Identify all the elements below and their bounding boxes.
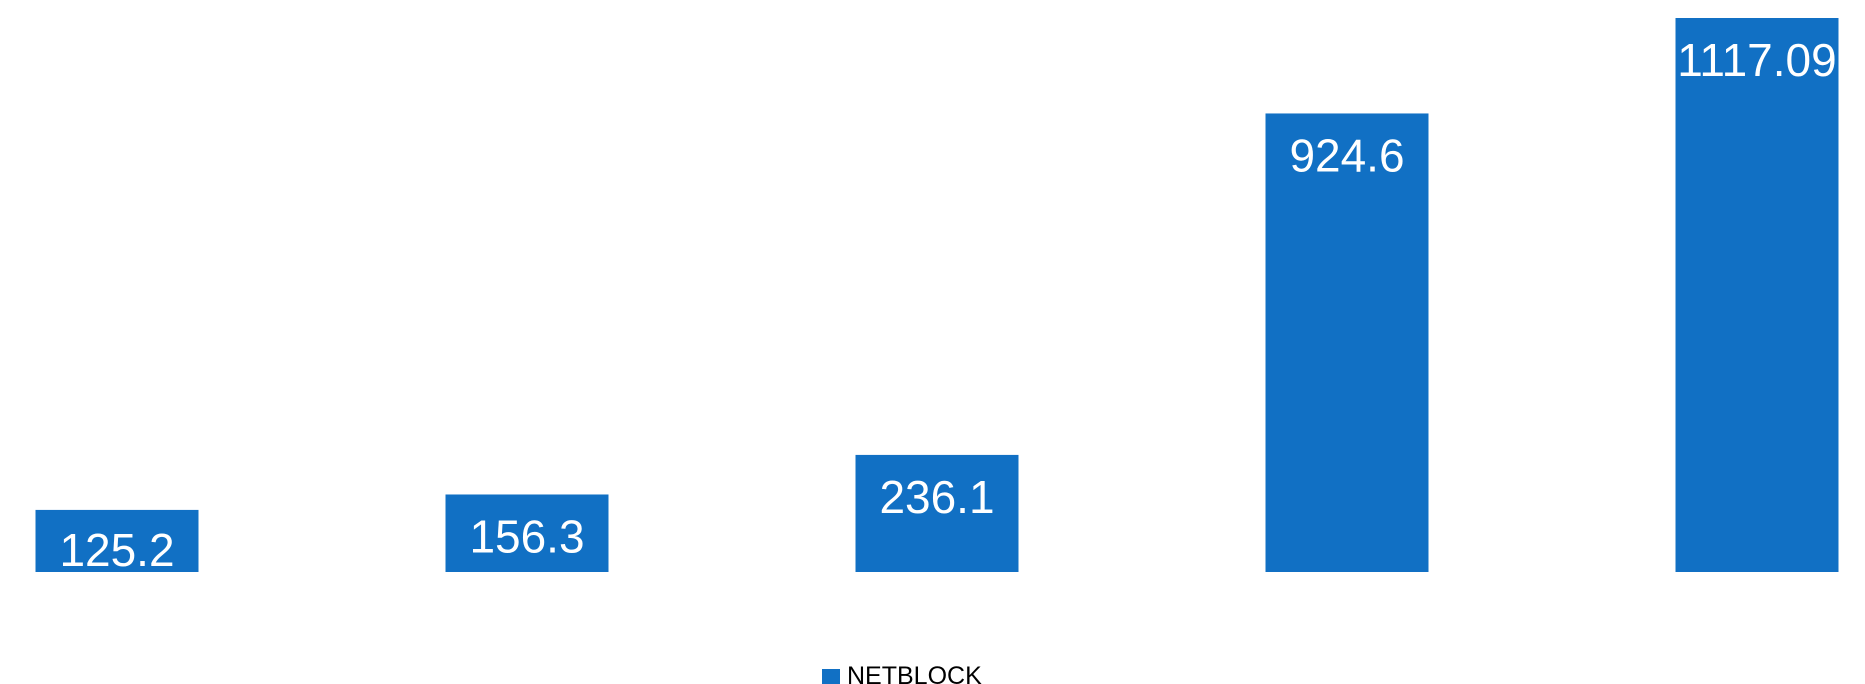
data-label-1: 125.2	[59, 524, 174, 576]
data-label-5: 1117.09	[1677, 34, 1836, 86]
data-label-3: 236.1	[879, 471, 994, 523]
legend-label-netblock: NETBLOCK	[847, 662, 982, 684]
bar-2	[445, 494, 609, 572]
bar-5	[1675, 18, 1839, 572]
bar-1	[35, 509, 199, 572]
legend: NETBLOCK	[822, 662, 982, 684]
data-label-2: 156.3	[469, 510, 584, 562]
data-labels-group: 125.2 156.3 236.1 924.6 1117.09	[59, 34, 1836, 576]
bar-3	[855, 454, 1019, 572]
bars-group	[35, 18, 1839, 573]
bar-4	[1265, 113, 1429, 573]
data-label-4: 924.6	[1289, 129, 1404, 181]
legend-swatch-netblock	[822, 669, 840, 684]
